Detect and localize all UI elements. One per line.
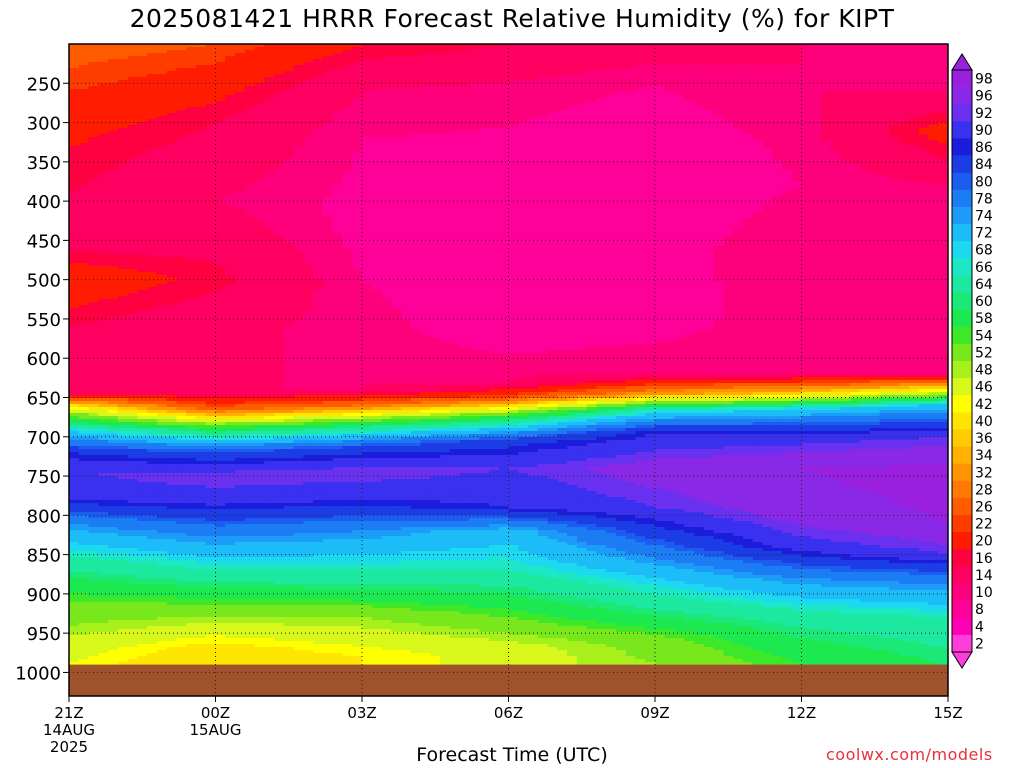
chart: 2503003504004505005506006507007508008509…: [0, 0, 1024, 768]
